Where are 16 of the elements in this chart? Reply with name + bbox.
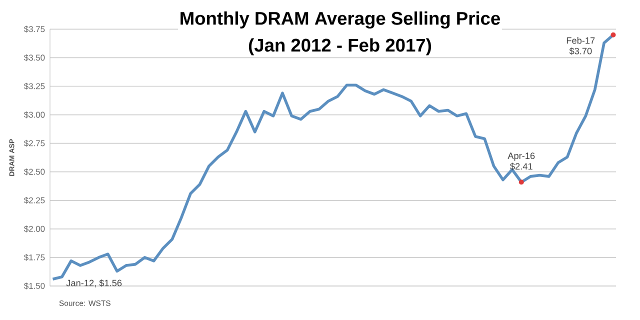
line-series bbox=[51, 33, 615, 281]
chart-title: Monthly DRAM Average Selling Price bbox=[180, 11, 500, 29]
annotation: Feb-17 $3.70 bbox=[566, 37, 595, 55]
y-tick-label: $1.75 bbox=[24, 254, 45, 261]
annotation: Apr-16 $2.41 bbox=[508, 152, 535, 170]
y-tick-label: $3.00 bbox=[24, 111, 45, 118]
annotation: Jan-12, $1.56 bbox=[66, 279, 122, 288]
y-tick-label: $3.25 bbox=[24, 82, 45, 90]
y-tick-label: $2.25 bbox=[24, 196, 45, 204]
chart-subtitle: (Jan 2012 - Feb 2017) bbox=[248, 38, 432, 56]
y-tick-label: $2.75 bbox=[24, 140, 45, 147]
y-tick-label: $2.00 bbox=[24, 225, 45, 232]
y-tick-label: $3.75 bbox=[24, 26, 45, 33]
y-tick-label: $1.50 bbox=[24, 282, 45, 290]
y-tick-label: $2.50 bbox=[24, 168, 45, 176]
y-tick-label: $3.50 bbox=[24, 54, 45, 62]
